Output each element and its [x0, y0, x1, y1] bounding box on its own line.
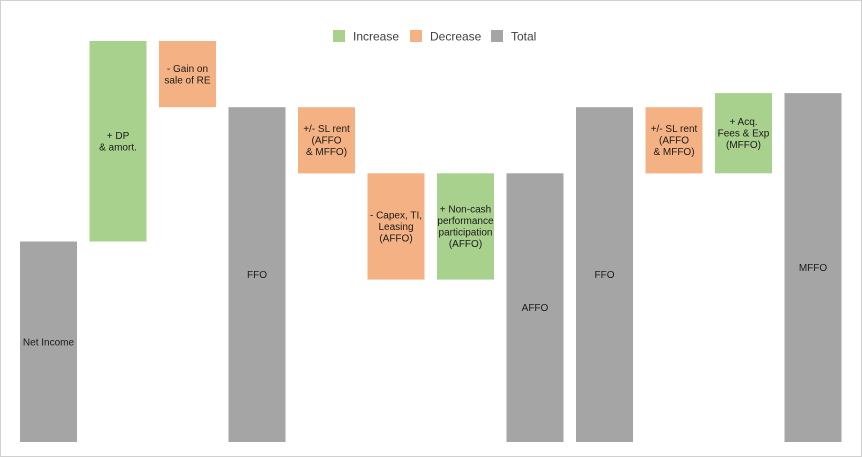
bar-label-5: +/- SL rent (AFFO & MFFO): [303, 124, 350, 158]
bar-label-line: - Gain on: [167, 64, 208, 75]
bar-label-line: +/- SL rent: [651, 124, 698, 135]
bar-10-decrease: [645, 107, 703, 174]
bar-5-decrease: [298, 107, 355, 174]
bar-6-decrease: [367, 173, 425, 280]
bar-label-line: + DP: [107, 131, 130, 142]
bar-11-increase: [715, 93, 772, 174]
bar-label-line: + Acq.: [729, 117, 757, 128]
bar-labels-group: Net Income + DP & amort. - Gain on sale of R…: [23, 64, 828, 348]
bars-group: [20, 41, 842, 443]
bar-label-line: Leasing: [378, 222, 413, 233]
bar-label-line: (AFFO: [659, 136, 689, 147]
bar-label-line: & amort.: [99, 143, 137, 154]
bar-8-total: [506, 173, 564, 443]
bar-label-line: sale of RE: [164, 75, 210, 86]
bar-label-line: (AFFO): [379, 234, 412, 245]
legend-label-total: Total: [511, 30, 536, 44]
bar-label-line: (AFFO): [449, 239, 482, 250]
legend-label-decrease: Decrease: [430, 30, 482, 44]
bar-label-line: participation: [439, 228, 493, 239]
legend-label-increase: Increase: [353, 30, 399, 44]
bar-label-line: MFFO: [799, 263, 828, 274]
bar-label-line: Net Income: [23, 337, 75, 348]
bar-label-1: Net Income: [23, 337, 75, 348]
bar-3-decrease: [159, 41, 216, 108]
bar-label-line: Fees & Exp: [718, 129, 770, 140]
bar-label-2: + DP & amort.: [99, 131, 137, 154]
bar-label-line: AFFO: [522, 303, 549, 314]
legend-swatch-increase: [333, 30, 345, 42]
bar-12-total: [784, 93, 842, 442]
bar-7-increase: [437, 173, 494, 280]
bar-9-total: [576, 107, 633, 442]
bar-label-line: FFO: [247, 270, 267, 281]
bar-label-line: & MFFO): [653, 147, 694, 158]
bar-label-6: - Capex, TI, Leasing (AFFO): [370, 211, 422, 245]
bar-label-line: (AFFO: [312, 136, 342, 147]
bar-1-total: [20, 241, 77, 442]
bar-label-line: & MFFO): [306, 147, 347, 158]
bar-label-12: MFFO: [799, 263, 828, 274]
bar-label-9: FFO: [595, 270, 615, 281]
bar-label-line: (MFFO): [726, 140, 761, 151]
legend-swatch-total: [491, 30, 503, 42]
bar-label-10: +/- SL rent (AFFO & MFFO): [651, 124, 698, 158]
legend: Increase Decrease Total: [333, 30, 536, 44]
bar-4-total: [228, 107, 286, 442]
legend-swatch-decrease: [410, 30, 422, 42]
bar-label-line: performance: [437, 216, 494, 227]
bar-label-3: - Gain on sale of RE: [164, 64, 210, 87]
bar-label-line: - Capex, TI,: [370, 211, 422, 222]
bar-label-8: AFFO: [522, 303, 549, 314]
bar-label-11: + Acq. Fees & Exp (MFFO): [718, 117, 770, 151]
bar-2-increase: [89, 41, 147, 242]
bar-label-4: FFO: [247, 270, 267, 281]
bar-label-7: + Non-cash performance participation (AFFO): [437, 205, 494, 251]
bar-label-line: + Non-cash: [440, 205, 491, 216]
bar-label-line: +/- SL rent: [303, 124, 350, 135]
bar-label-line: FFO: [595, 270, 615, 281]
